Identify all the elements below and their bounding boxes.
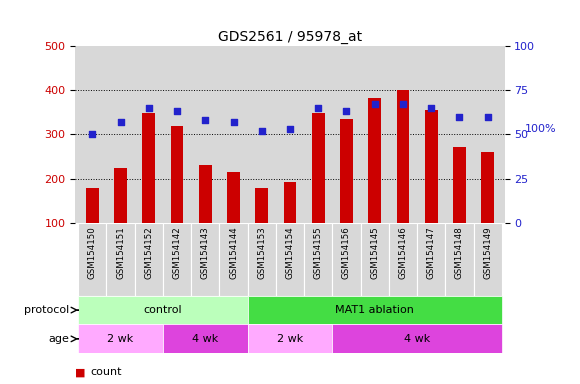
- Point: [314, 105, 323, 111]
- Text: GSM154149: GSM154149: [483, 227, 492, 279]
- Text: GSM154152: GSM154152: [144, 227, 153, 279]
- Point: [88, 131, 97, 137]
- Text: GSM154154: GSM154154: [285, 227, 295, 279]
- Bar: [135, 223, 163, 296]
- Bar: [284, 182, 296, 267]
- Text: GSM154146: GSM154146: [398, 227, 407, 279]
- Point: [144, 105, 154, 111]
- Point: [342, 108, 351, 114]
- Bar: [199, 165, 212, 267]
- Bar: [368, 98, 381, 267]
- Bar: [312, 113, 325, 267]
- Bar: [276, 223, 304, 296]
- Bar: [191, 223, 219, 296]
- Bar: [78, 223, 107, 296]
- Bar: [171, 126, 183, 267]
- Text: 2 wk: 2 wk: [277, 334, 303, 344]
- Text: 4 wk: 4 wk: [404, 334, 430, 344]
- Bar: [304, 223, 332, 296]
- Bar: [397, 90, 409, 267]
- Bar: [332, 324, 502, 353]
- Point: [257, 128, 266, 134]
- Y-axis label: 100%: 100%: [525, 124, 557, 134]
- Text: GSM154150: GSM154150: [88, 227, 97, 279]
- Bar: [425, 110, 437, 267]
- Text: GSM154148: GSM154148: [455, 227, 464, 279]
- Text: MAT1 ablation: MAT1 ablation: [335, 305, 414, 315]
- Bar: [332, 223, 361, 296]
- Bar: [473, 223, 502, 296]
- Bar: [248, 223, 276, 296]
- Bar: [445, 223, 473, 296]
- Point: [455, 114, 464, 120]
- Bar: [248, 324, 332, 353]
- Bar: [78, 296, 248, 324]
- Point: [201, 117, 210, 123]
- Text: GSM154156: GSM154156: [342, 227, 351, 279]
- Bar: [248, 296, 502, 324]
- Bar: [78, 324, 163, 353]
- Bar: [163, 223, 191, 296]
- Text: protocol: protocol: [24, 305, 70, 315]
- Point: [426, 105, 436, 111]
- Text: GSM154145: GSM154145: [370, 227, 379, 279]
- Point: [370, 101, 379, 108]
- Point: [172, 108, 182, 114]
- Text: ■: ■: [75, 367, 86, 377]
- Text: GSM154151: GSM154151: [116, 227, 125, 279]
- Bar: [481, 152, 494, 267]
- Bar: [255, 188, 268, 267]
- Bar: [361, 223, 389, 296]
- Text: GSM154153: GSM154153: [258, 227, 266, 279]
- Bar: [389, 223, 417, 296]
- Text: age: age: [49, 334, 70, 344]
- Bar: [417, 223, 445, 296]
- Text: GSM154142: GSM154142: [173, 227, 182, 279]
- Point: [398, 101, 408, 108]
- Point: [483, 114, 492, 120]
- Bar: [227, 172, 240, 267]
- Bar: [340, 119, 353, 267]
- Bar: [86, 188, 99, 267]
- Title: GDS2561 / 95978_at: GDS2561 / 95978_at: [218, 30, 362, 44]
- Text: control: control: [144, 305, 182, 315]
- Text: GSM154144: GSM154144: [229, 227, 238, 279]
- Text: 4 wk: 4 wk: [192, 334, 219, 344]
- Point: [285, 126, 295, 132]
- Bar: [114, 168, 127, 267]
- Text: GSM154155: GSM154155: [314, 227, 322, 279]
- Text: count: count: [90, 367, 121, 377]
- Bar: [219, 223, 248, 296]
- Point: [116, 119, 125, 125]
- Point: [229, 119, 238, 125]
- Text: GSM154143: GSM154143: [201, 227, 210, 279]
- Bar: [453, 147, 466, 267]
- Bar: [163, 324, 248, 353]
- Bar: [143, 113, 155, 267]
- Text: GSM154147: GSM154147: [427, 227, 436, 279]
- Text: 2 wk: 2 wk: [107, 334, 134, 344]
- Bar: [107, 223, 135, 296]
